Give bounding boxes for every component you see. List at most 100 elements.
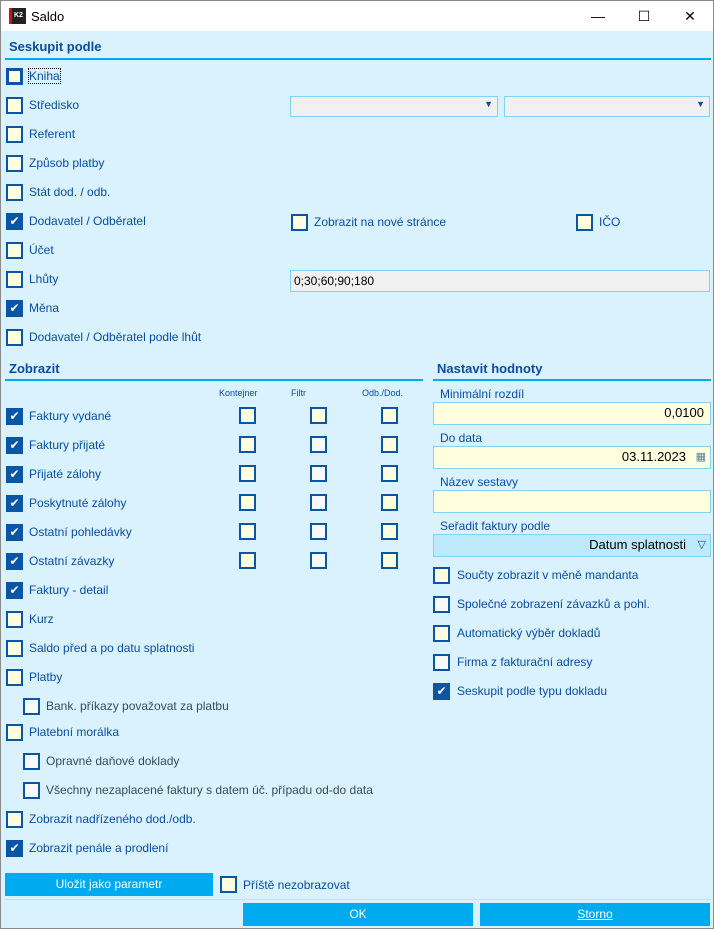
calendar-icon[interactable]: ▦: [695, 451, 706, 463]
date-value: 03.11.2023: [621, 449, 686, 464]
show-label: Všechny nezaplacené faktury s datem úč. …: [46, 783, 373, 797]
group-checkbox[interactable]: [6, 329, 23, 346]
group-header: Seskupit podle: [9, 39, 102, 54]
kontejner-checkbox[interactable]: [239, 407, 256, 424]
kontejner-checkbox[interactable]: [239, 465, 256, 482]
values-label: Součty zobrazit v měně mandanta: [457, 568, 639, 582]
show-checkbox[interactable]: ✔: [6, 408, 23, 425]
ico-checkbox[interactable]: [576, 214, 593, 231]
odb-dod-checkbox[interactable]: [381, 436, 398, 453]
group-divider: [5, 58, 711, 60]
show-label: Zobrazit nadřízeného dod./odb.: [29, 812, 196, 826]
save-as-parameter-button[interactable]: Uložit jako parametr: [5, 873, 213, 896]
ok-button[interactable]: OK: [243, 903, 473, 926]
show-checkbox[interactable]: ✔: [6, 466, 23, 483]
show-header: Zobrazit: [9, 361, 60, 376]
values-label: Seskupit podle typu dokladu: [457, 684, 608, 698]
filtr-checkbox[interactable]: [310, 523, 327, 540]
odb-dod-checkbox[interactable]: [381, 465, 398, 482]
show-label: Přijaté zálohy: [29, 467, 102, 481]
group-checkbox[interactable]: [6, 68, 23, 85]
minimize-button[interactable]: —: [591, 8, 605, 24]
show-label: Saldo před a po datu splatnosti: [29, 641, 195, 655]
filtr-checkbox[interactable]: [310, 552, 327, 569]
kontejner-checkbox[interactable]: [239, 552, 256, 569]
min-diff-input[interactable]: 0,0100: [433, 402, 711, 425]
group-checkbox[interactable]: [6, 155, 23, 172]
values-checkbox[interactable]: [433, 654, 450, 671]
show-label: Kurz: [29, 612, 54, 626]
values-checkbox[interactable]: [433, 625, 450, 642]
column-odb-dod: Odb./Dod.: [362, 388, 404, 398]
filtr-checkbox[interactable]: [310, 465, 327, 482]
show-checkbox[interactable]: [6, 611, 23, 628]
show-label: Ostatní pohledávky: [29, 525, 132, 539]
group-checkbox[interactable]: [6, 242, 23, 259]
group-checkbox[interactable]: [6, 184, 23, 201]
group-checkbox[interactable]: [6, 271, 23, 288]
show-label: Zobrazit penále a prodlení: [29, 841, 169, 855]
footer-divider: [5, 899, 711, 900]
group-label: Stát dod. / odb.: [29, 185, 111, 199]
show-checkbox[interactable]: ✔: [6, 582, 23, 599]
show-divider: [5, 379, 423, 381]
values-checkbox[interactable]: [433, 596, 450, 613]
stredisko-select-1[interactable]: ▼: [290, 96, 498, 117]
kontejner-checkbox[interactable]: [239, 494, 256, 511]
filtr-checkbox[interactable]: [310, 436, 327, 453]
group-checkbox[interactable]: ✔: [6, 213, 23, 230]
show-checkbox[interactable]: [6, 724, 23, 741]
maximize-button[interactable]: ☐: [637, 8, 651, 24]
show-label: Faktury přijaté: [29, 438, 106, 452]
column-filtr: Filtr: [291, 388, 306, 398]
filtr-checkbox[interactable]: [310, 494, 327, 511]
group-checkbox[interactable]: [6, 97, 23, 114]
close-button[interactable]: ✕: [684, 8, 696, 24]
values-checkbox[interactable]: ✔: [433, 683, 450, 700]
sort-select[interactable]: Datum splatnosti ▽: [433, 534, 711, 557]
group-checkbox[interactable]: [6, 126, 23, 143]
date-input[interactable]: 03.11.2023 ▦: [433, 446, 711, 469]
show-checkbox[interactable]: [6, 811, 23, 828]
show-checkbox[interactable]: ✔: [6, 495, 23, 512]
show-checkbox[interactable]: ✔: [6, 524, 23, 541]
show-label: Bank. příkazy považovat za platbu: [46, 699, 229, 713]
group-label: Dodavatel / Odběratel: [29, 214, 146, 228]
odb-dod-checkbox[interactable]: [381, 523, 398, 540]
group-checkbox[interactable]: ✔: [6, 300, 23, 317]
show-checkbox[interactable]: ✔: [6, 553, 23, 570]
show-checkbox[interactable]: [6, 669, 23, 686]
dropdown-icon: ▼: [484, 99, 493, 109]
odb-dod-checkbox[interactable]: [381, 494, 398, 511]
kontejner-checkbox[interactable]: [239, 436, 256, 453]
report-name-input[interactable]: [433, 490, 711, 513]
app-logo-icon: K2: [9, 8, 26, 24]
odb-dod-checkbox[interactable]: [381, 552, 398, 569]
show-checkbox[interactable]: [6, 640, 23, 657]
dont-show-checkbox[interactable]: [220, 876, 237, 893]
group-label: Kniha: [28, 68, 61, 84]
stredisko-select-2[interactable]: ▼: [504, 96, 710, 117]
group-label: Referent: [29, 127, 76, 141]
report-name-label: Název sestavy: [440, 475, 519, 489]
show-label: Platby: [29, 670, 63, 684]
cancel-button[interactable]: Storno: [480, 903, 710, 926]
filtr-checkbox[interactable]: [310, 407, 327, 424]
odb-dod-checkbox[interactable]: [381, 407, 398, 424]
show-checkbox[interactable]: ✔: [6, 437, 23, 454]
show-label: Faktury vydané: [29, 409, 112, 423]
lhuty-input[interactable]: 0;30;60;90;180: [290, 270, 710, 292]
values-label: Automatický výběr dokladů: [457, 626, 601, 640]
show-checkbox[interactable]: [23, 782, 40, 799]
show-checkbox[interactable]: [23, 698, 40, 715]
kontejner-checkbox[interactable]: [239, 523, 256, 540]
show-checkbox[interactable]: ✔: [6, 840, 23, 857]
min-diff-label: Minimální rozdíl: [440, 387, 525, 401]
values-checkbox[interactable]: [433, 567, 450, 584]
values-divider: [433, 379, 711, 381]
show-label: Ostatní závazky: [29, 554, 115, 568]
group-label: Účet: [29, 243, 54, 257]
show-checkbox[interactable]: [23, 753, 40, 770]
new-page-checkbox[interactable]: [291, 214, 308, 231]
ico-label: IČO: [599, 215, 621, 229]
